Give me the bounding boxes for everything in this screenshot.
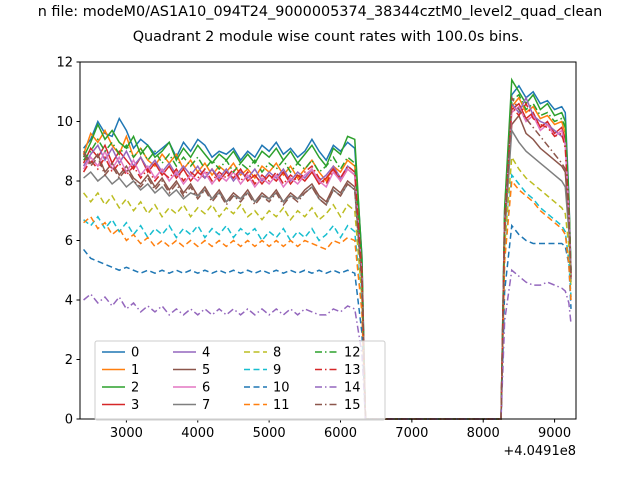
ytick-label: 10 — [56, 115, 73, 130]
legend-label-9[interactable]: 9 — [273, 363, 281, 378]
axes-title: Quadrant 2 module wise count rates with … — [132, 29, 524, 45]
figure-suptitle: n file: modeM0/AS1A10_094T24_9000005374_… — [37, 4, 603, 20]
series-line-8 — [82, 154, 572, 420]
series-line-3 — [82, 102, 572, 420]
legend-label-7[interactable]: 7 — [202, 398, 210, 413]
series-line-12 — [82, 93, 572, 420]
ytick-label: 4 — [65, 294, 73, 309]
legend-label-10[interactable]: 10 — [273, 381, 290, 396]
series-line-2 — [82, 77, 572, 420]
legend-label-2[interactable]: 2 — [131, 381, 139, 396]
series-line-11 — [83, 179, 572, 420]
series-line-1 — [82, 96, 572, 420]
series-line-9 — [83, 173, 572, 420]
xtick-label: 3000 — [110, 426, 143, 441]
series-line-10 — [82, 223, 572, 420]
legend-label-6[interactable]: 6 — [202, 381, 210, 396]
legend-label-8[interactable]: 8 — [273, 346, 281, 361]
legend-label-12[interactable]: 12 — [344, 346, 361, 361]
series-line-15 — [82, 95, 572, 420]
legend-label-11[interactable]: 11 — [273, 398, 290, 413]
legend-label-14[interactable]: 14 — [344, 381, 361, 396]
ytick-label: 8 — [65, 175, 73, 190]
legend-background — [94, 340, 386, 421]
ytick-label: 12 — [56, 56, 73, 71]
xtick-label: 7000 — [395, 426, 428, 441]
legend-label-4[interactable]: 4 — [202, 346, 210, 361]
legend-label-13[interactable]: 13 — [344, 363, 361, 378]
legend-label-15[interactable]: 15 — [344, 398, 361, 413]
legend-label-3[interactable]: 3 — [131, 398, 139, 413]
series-line-6 — [82, 105, 572, 420]
legend-label-1[interactable]: 1 — [131, 363, 139, 378]
legend-label-0[interactable]: 0 — [131, 346, 139, 361]
ytick-label: 2 — [65, 353, 73, 368]
x-axis-offset-label: +4.0491e8 — [503, 444, 576, 459]
xtick-label: 9000 — [538, 426, 571, 441]
ytick-label: 6 — [65, 234, 73, 249]
series-line-14 — [83, 268, 572, 420]
ytick-label: 0 — [65, 413, 73, 428]
xtick-label: 6000 — [324, 426, 357, 441]
xtick-label: 4000 — [181, 426, 214, 441]
legend-label-5[interactable]: 5 — [202, 363, 210, 378]
series-line-13 — [82, 102, 572, 420]
xtick-label: 5000 — [253, 426, 286, 441]
xtick-label: 8000 — [467, 426, 500, 441]
